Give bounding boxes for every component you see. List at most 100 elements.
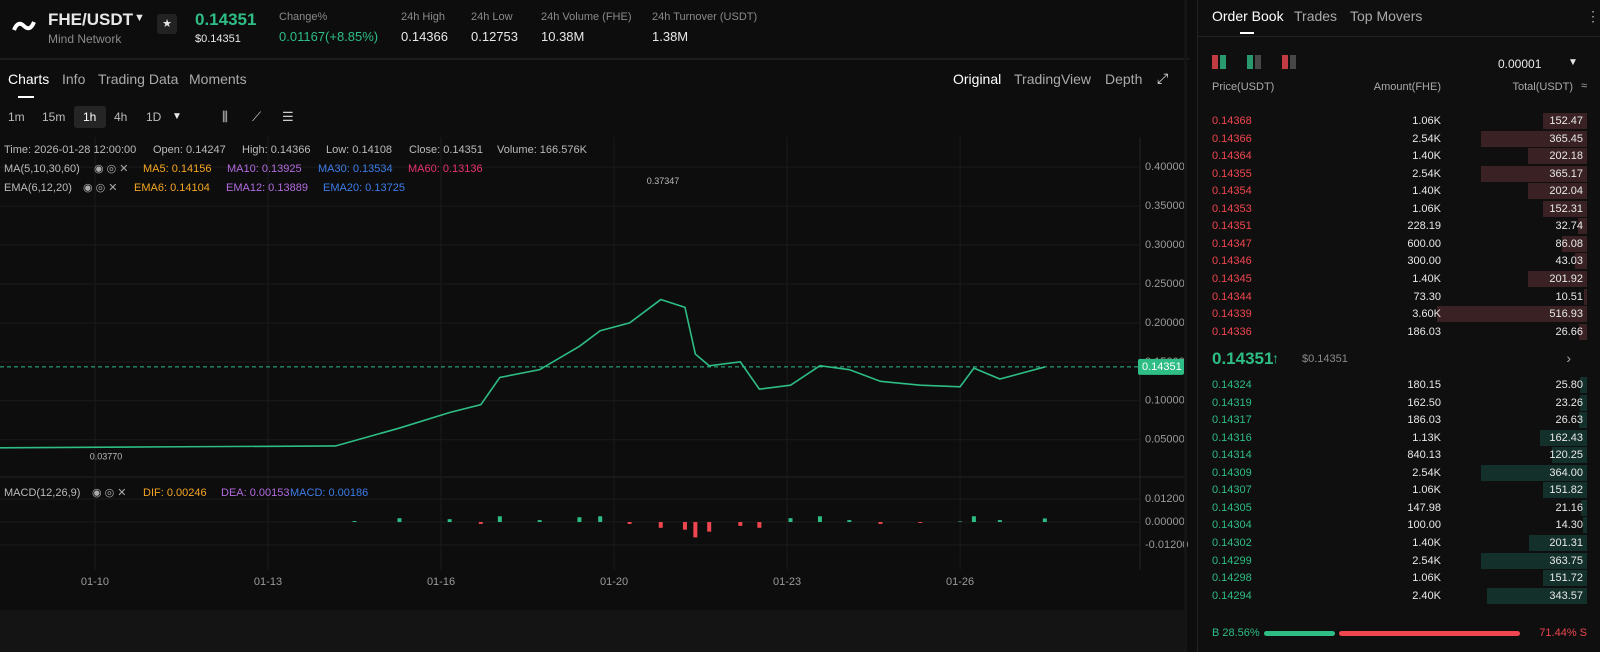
macd-bar [738, 522, 743, 526]
ob-mid-more[interactable]: › [1566, 350, 1571, 366]
ob-total: 43.03 [1555, 255, 1583, 268]
ob-price[interactable]: 0.14309 [1212, 466, 1252, 479]
depth-bar [1481, 165, 1587, 182]
ob-total: 26.63 [1555, 414, 1583, 427]
ob-view-icon[interactable] [1220, 55, 1226, 69]
ob-price[interactable]: 0.14304 [1212, 519, 1252, 532]
ob-price[interactable]: 0.14368 [1212, 115, 1252, 127]
interval[interactable]: 1h [83, 110, 97, 124]
ob-menu[interactable]: ⋮ [1586, 8, 1600, 24]
ob-total: 23.26 [1555, 396, 1583, 409]
ob-view-icon[interactable] [1212, 55, 1218, 69]
ob-price[interactable]: 0.14346 [1212, 255, 1252, 268]
ob-tab[interactable]: Trades [1294, 8, 1338, 24]
ob-price[interactable]: 0.14298 [1212, 572, 1252, 585]
ob-column-toggle[interactable]: ≈ [1580, 80, 1587, 92]
stat-label: 24h Volume (FHE) [541, 11, 632, 23]
interval[interactable]: 1m [8, 110, 25, 124]
ob-price[interactable]: 0.14354 [1212, 185, 1252, 198]
favorite[interactable]: ★ [157, 14, 177, 34]
ob-price[interactable]: 0.14307 [1212, 484, 1252, 497]
indicator-value: EMA20: 0.13725 [323, 182, 405, 194]
view-tab[interactable]: Original [953, 71, 1002, 87]
ob-amount: 1.40K [1412, 272, 1441, 285]
indicator-value: MA5: 0.14156 [143, 163, 212, 175]
depth-bar [1528, 270, 1587, 287]
footer-bar [0, 610, 1184, 652]
ob-total: 32.74 [1555, 220, 1583, 233]
ob-column: Price(USDT) [1212, 81, 1275, 93]
ob-price[interactable]: 0.14353 [1212, 202, 1252, 215]
ob-amount: 2.54K [1412, 167, 1441, 180]
ob-price[interactable]: 0.14314 [1212, 449, 1252, 462]
ob-price[interactable]: 0.14305 [1212, 501, 1252, 514]
ob-price[interactable]: 0.14294 [1212, 589, 1252, 602]
ob-price[interactable]: 0.14324 [1212, 379, 1252, 391]
ob-price[interactable]: 0.14319 [1212, 396, 1252, 409]
ob-amount: 3.60K [1412, 308, 1441, 321]
ob-price[interactable]: 0.14302 [1212, 536, 1252, 549]
ob-amount: 1.06K [1412, 572, 1441, 585]
ob-price[interactable]: 0.14339 [1212, 308, 1252, 321]
interval-dropdown[interactable]: ▼ [172, 111, 182, 122]
ob-tab[interactable]: Order Book [1212, 8, 1284, 24]
x-tick-label: 01-20 [600, 576, 628, 588]
interval[interactable]: 1D [146, 110, 162, 124]
order-book: Order Book Trades Top Movers ⋮ 0.00001 ▼ Price… [1197, 0, 1600, 652]
ob-amount: 1.40K [1412, 185, 1441, 198]
token-name: Mind Network [48, 32, 122, 46]
tab[interactable]: Moments [189, 71, 247, 87]
chart-tool[interactable]: ☰ [282, 109, 294, 124]
view-tab[interactable]: Depth [1105, 71, 1143, 87]
ob-total: 151.82 [1549, 484, 1583, 497]
macd-bar [478, 522, 483, 524]
y-tick-label: 0.05000 [1145, 434, 1185, 446]
ob-price[interactable]: 0.14351 [1212, 220, 1252, 233]
y-tick-label: 0.35000 [1145, 200, 1185, 212]
ob-view-icon[interactable] [1247, 55, 1253, 69]
x-tick-label: 01-26 [946, 576, 974, 588]
ob-price[interactable]: 0.14355 [1212, 167, 1252, 180]
indicator-controls[interactable]: ◉ ◎ ✕ [94, 163, 129, 175]
ob-price[interactable]: 0.14347 [1212, 237, 1252, 250]
fullscreen[interactable]: ⤢ [1157, 70, 1169, 86]
macd-bar [352, 521, 357, 523]
ob-price[interactable]: 0.14344 [1212, 290, 1252, 303]
ob-price[interactable]: 0.14366 [1212, 132, 1252, 145]
ob-view-icon[interactable] [1255, 55, 1261, 69]
pair-dropdown[interactable]: ▼ [134, 12, 145, 24]
logo [12, 21, 36, 31]
ob-price[interactable]: 0.14336 [1212, 325, 1252, 338]
ob-amount: 1.06K [1412, 115, 1441, 127]
ob-price[interactable]: 0.14317 [1212, 414, 1252, 427]
depth-bar [1580, 499, 1587, 516]
view-tab[interactable]: TradingView [1014, 71, 1092, 87]
ob-view-icon[interactable] [1282, 55, 1288, 69]
chart-tool[interactable]: ⟋ [252, 109, 262, 124]
indicator-value: MA10: 0.13925 [227, 163, 302, 175]
tab[interactable]: Info [62, 71, 86, 87]
indicator-controls[interactable]: ◉ ◎ ✕ [92, 487, 127, 499]
sell-ratio: 71.44% S [1539, 627, 1587, 639]
ob-view-icon[interactable] [1290, 55, 1296, 69]
ob-price[interactable]: 0.14316 [1212, 431, 1252, 444]
macd-bar [878, 522, 883, 524]
interval[interactable]: 15m [42, 110, 66, 124]
indicator-controls[interactable]: ◉ ◎ ✕ [83, 182, 118, 194]
ob-price[interactable]: 0.14299 [1212, 554, 1252, 567]
ob-tab[interactable]: Top Movers [1350, 8, 1423, 24]
pair[interactable]: FHE/USDT [48, 10, 133, 29]
depth-bar [1542, 113, 1587, 129]
ob-price[interactable]: 0.14364 [1212, 150, 1252, 163]
chart-tool[interactable]: ⫼ [222, 109, 228, 124]
ob-precision-arrow[interactable]: ▼ [1568, 57, 1578, 68]
ob-amount: 162.50 [1407, 396, 1441, 409]
ob-precision[interactable]: 0.00001 [1498, 57, 1542, 71]
tab[interactable]: Trading Data [98, 71, 179, 87]
depth-bar [1562, 235, 1587, 252]
interval[interactable]: 4h [114, 110, 128, 124]
ob-price[interactable]: 0.14345 [1212, 272, 1252, 285]
macd-bar [997, 520, 1002, 523]
candle-info: Open: 0.14247 [153, 144, 226, 156]
tab[interactable]: Charts [8, 71, 50, 87]
